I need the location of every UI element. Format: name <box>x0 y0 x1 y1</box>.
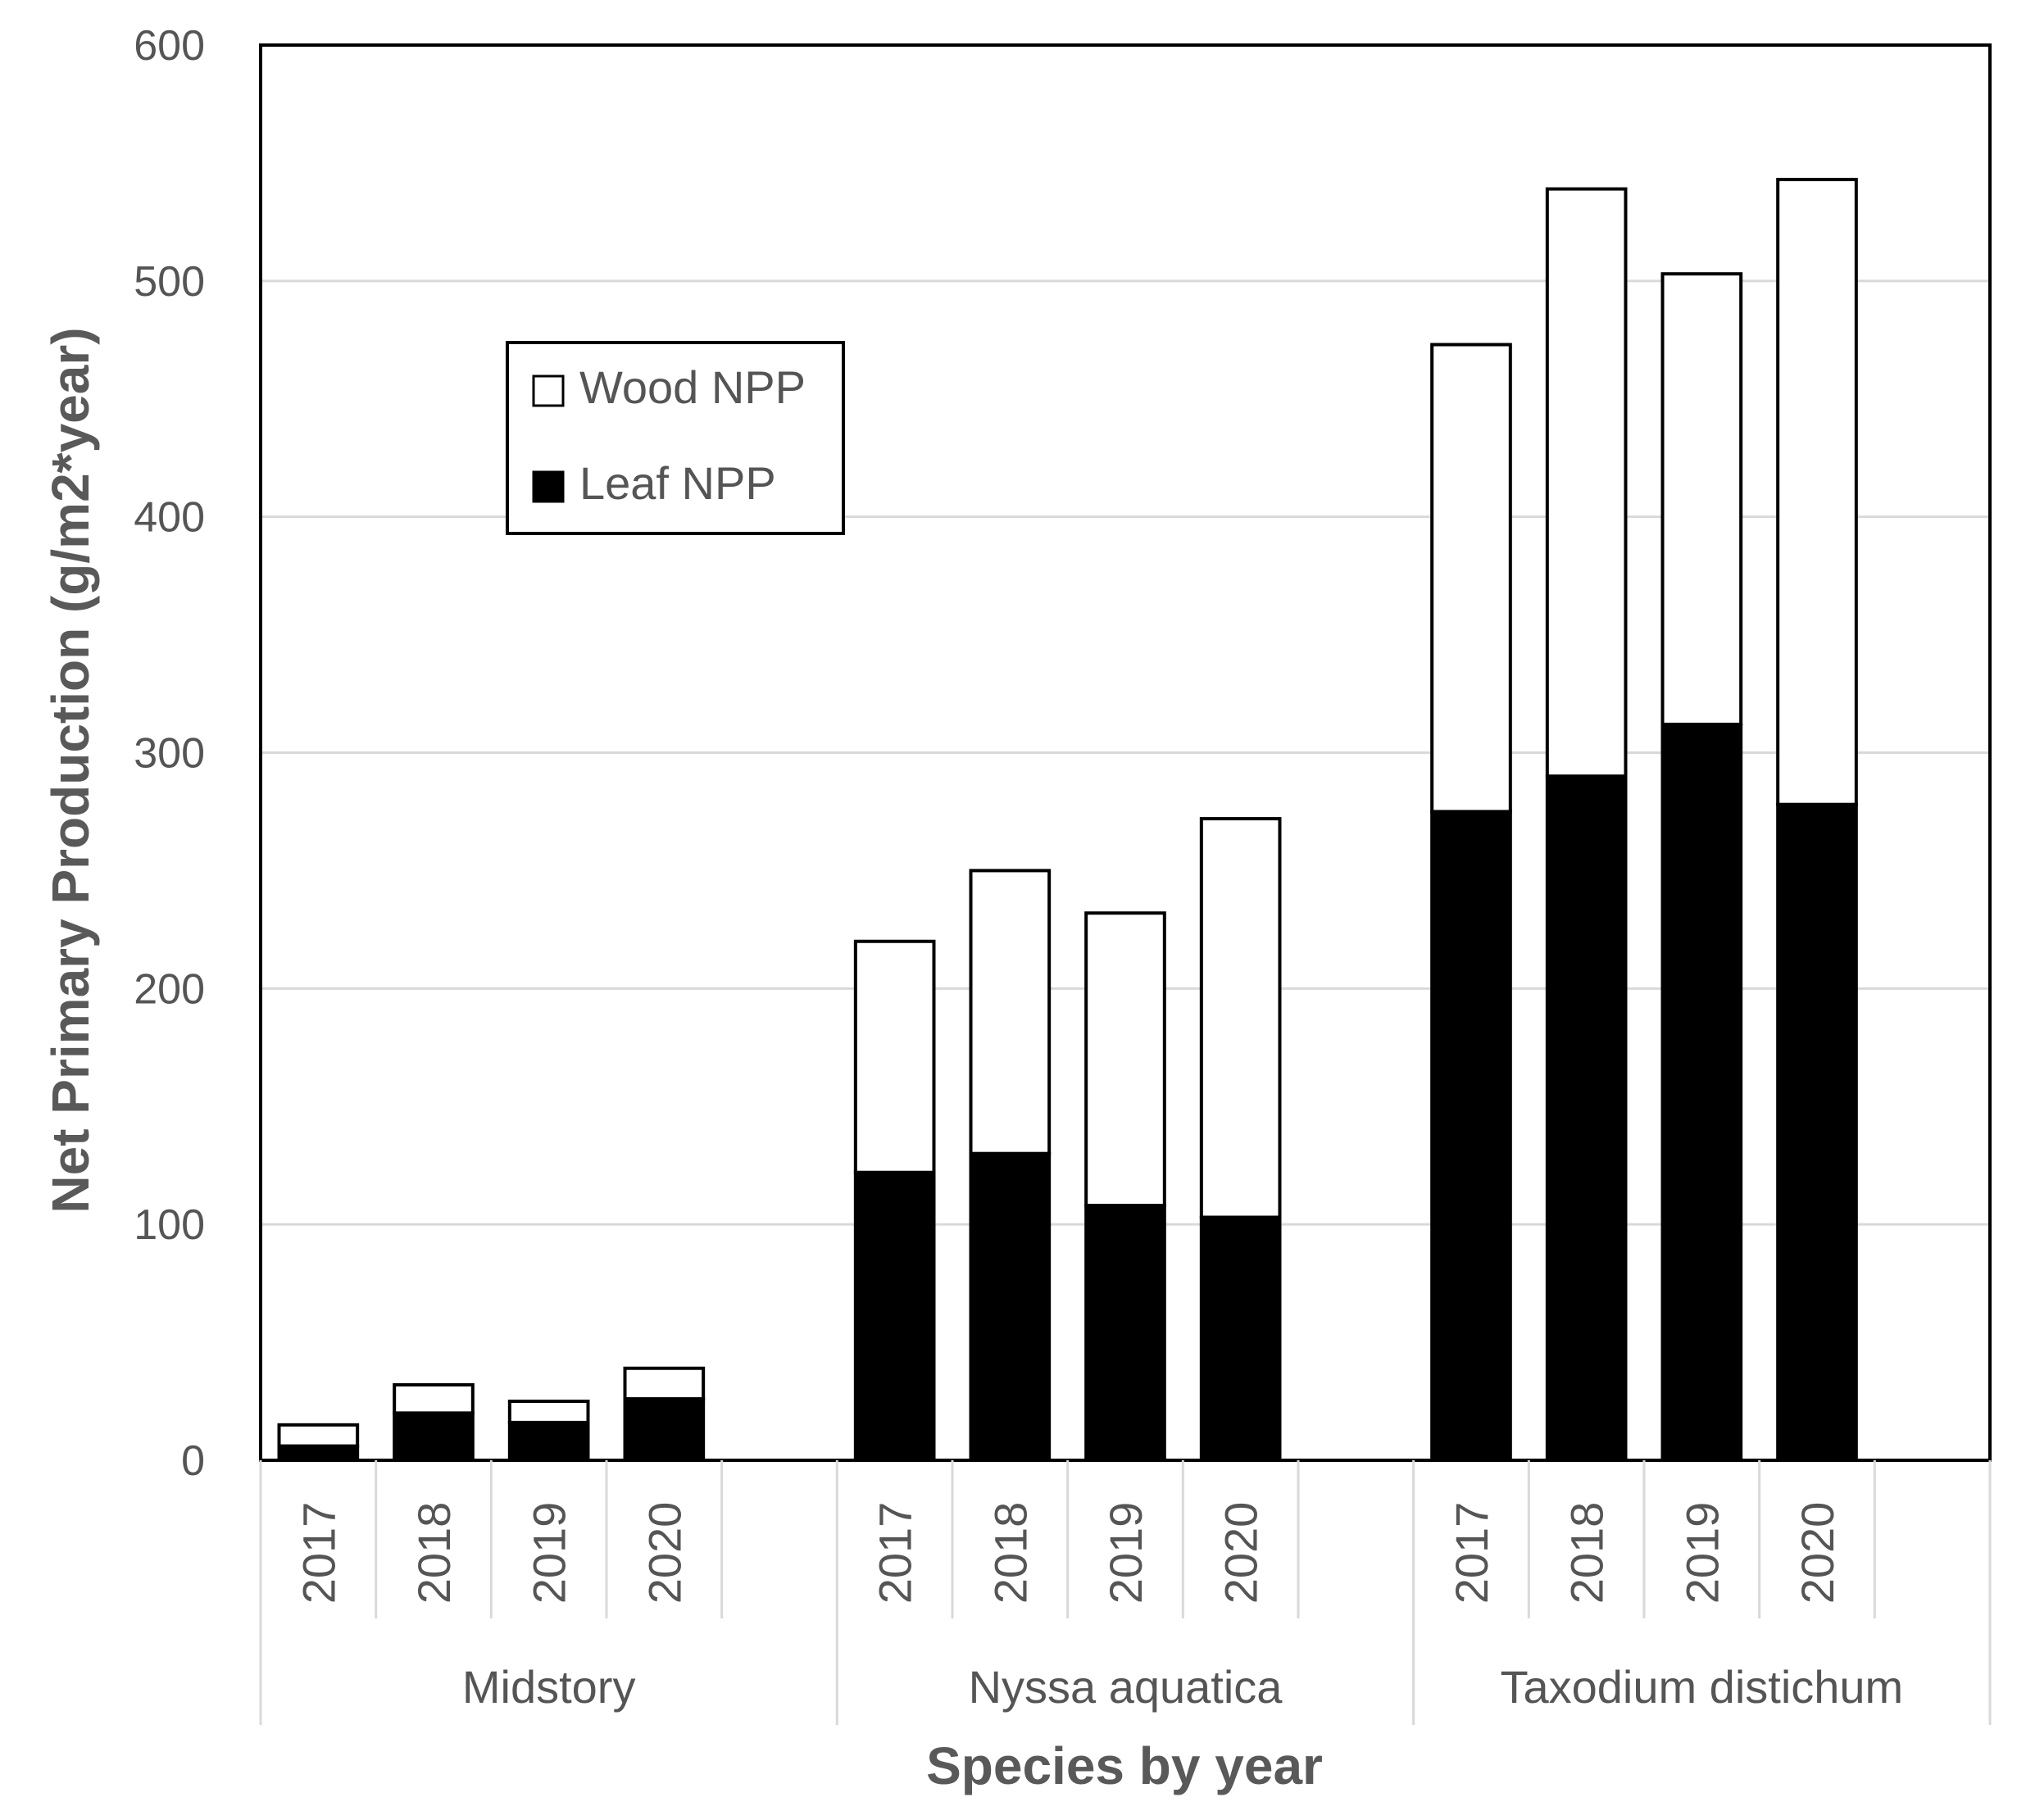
legend-label-wood: Wood NPP <box>579 361 806 413</box>
legend-label-leaf: Leaf NPP <box>579 457 776 509</box>
bar-wood-npp <box>393 1382 475 1415</box>
bar-leaf-npp <box>277 1444 360 1462</box>
plot-area-border <box>259 43 1992 1462</box>
bar-wood-npp <box>1545 187 1628 778</box>
legend-swatch-leaf <box>532 470 565 503</box>
x-axis-categories: 2017 2018 2019 2020 Midstory 2017 2018 2019 2020… <box>259 1460 1992 1725</box>
bar-leaf-npp <box>1199 1215 1282 1462</box>
x-year-label: 2019 <box>524 1502 575 1604</box>
bar-leaf-npp <box>623 1397 706 1462</box>
bar-wood-npp <box>1084 911 1166 1208</box>
bar-leaf-npp <box>507 1420 590 1462</box>
x-year-label: 2020 <box>1792 1502 1843 1604</box>
x-year-label: 2019 <box>1676 1502 1728 1604</box>
y-tick-label: 600 <box>134 22 205 70</box>
y-tick-label: 400 <box>134 494 205 542</box>
y-tick-label: 300 <box>134 730 205 778</box>
x-year-label: 2017 <box>1446 1502 1497 1604</box>
y-tick-label: 200 <box>134 965 205 1013</box>
bar-leaf-npp <box>969 1151 1052 1462</box>
x-axis-title: Species by year <box>926 1736 1323 1795</box>
bar-leaf-npp <box>1776 802 1858 1462</box>
y-tick-label: 0 <box>181 1437 205 1485</box>
x-year-label: 2020 <box>638 1502 690 1604</box>
bar-leaf-npp <box>1430 810 1512 1462</box>
bar-wood-npp <box>1776 178 1858 806</box>
x-year-label: 2018 <box>1561 1502 1613 1604</box>
bar-wood-npp <box>1430 343 1512 814</box>
y-tick-label: 100 <box>134 1201 205 1249</box>
bar-leaf-npp <box>393 1411 475 1463</box>
legend: Wood NPP Leaf NPP <box>506 341 845 535</box>
x-group-label: Nyssa aquatica <box>969 1661 1283 1713</box>
x-year-label: 2018 <box>408 1502 460 1604</box>
bar-leaf-npp <box>853 1170 936 1463</box>
bar-wood-npp <box>623 1366 706 1401</box>
y-axis-ticks: 0 100 200 300 400 500 600 <box>134 22 205 1485</box>
bar-wood-npp <box>853 939 936 1174</box>
y-tick-label: 500 <box>134 258 205 306</box>
x-year-label: 2017 <box>870 1502 921 1604</box>
bar-wood-npp <box>969 869 1052 1155</box>
x-year-label: 2017 <box>293 1502 344 1604</box>
x-group-label: Taxodium distichum <box>1500 1661 1903 1713</box>
x-year-label: 2019 <box>1100 1502 1152 1604</box>
x-year-label: 2018 <box>984 1502 1036 1604</box>
plot-frame <box>259 43 1992 1462</box>
bar-leaf-npp <box>1660 722 1743 1462</box>
bar-leaf-npp <box>1084 1204 1166 1462</box>
y-axis-title: Net Primary Production (g/m2*year) <box>41 327 100 1213</box>
bar-leaf-npp <box>1545 774 1628 1462</box>
bar-wood-npp <box>1199 817 1282 1219</box>
legend-swatch-wood <box>532 374 565 407</box>
y-axis-title-group: Net Primary Production (g/m2*year) <box>41 327 100 1213</box>
x-year-label: 2020 <box>1215 1502 1267 1604</box>
x-group-label: Midstory <box>462 1661 636 1713</box>
bar-wood-npp <box>277 1423 360 1448</box>
bar-wood-npp <box>1660 272 1743 726</box>
bar-wood-npp <box>507 1400 590 1424</box>
bars <box>277 178 1858 1463</box>
